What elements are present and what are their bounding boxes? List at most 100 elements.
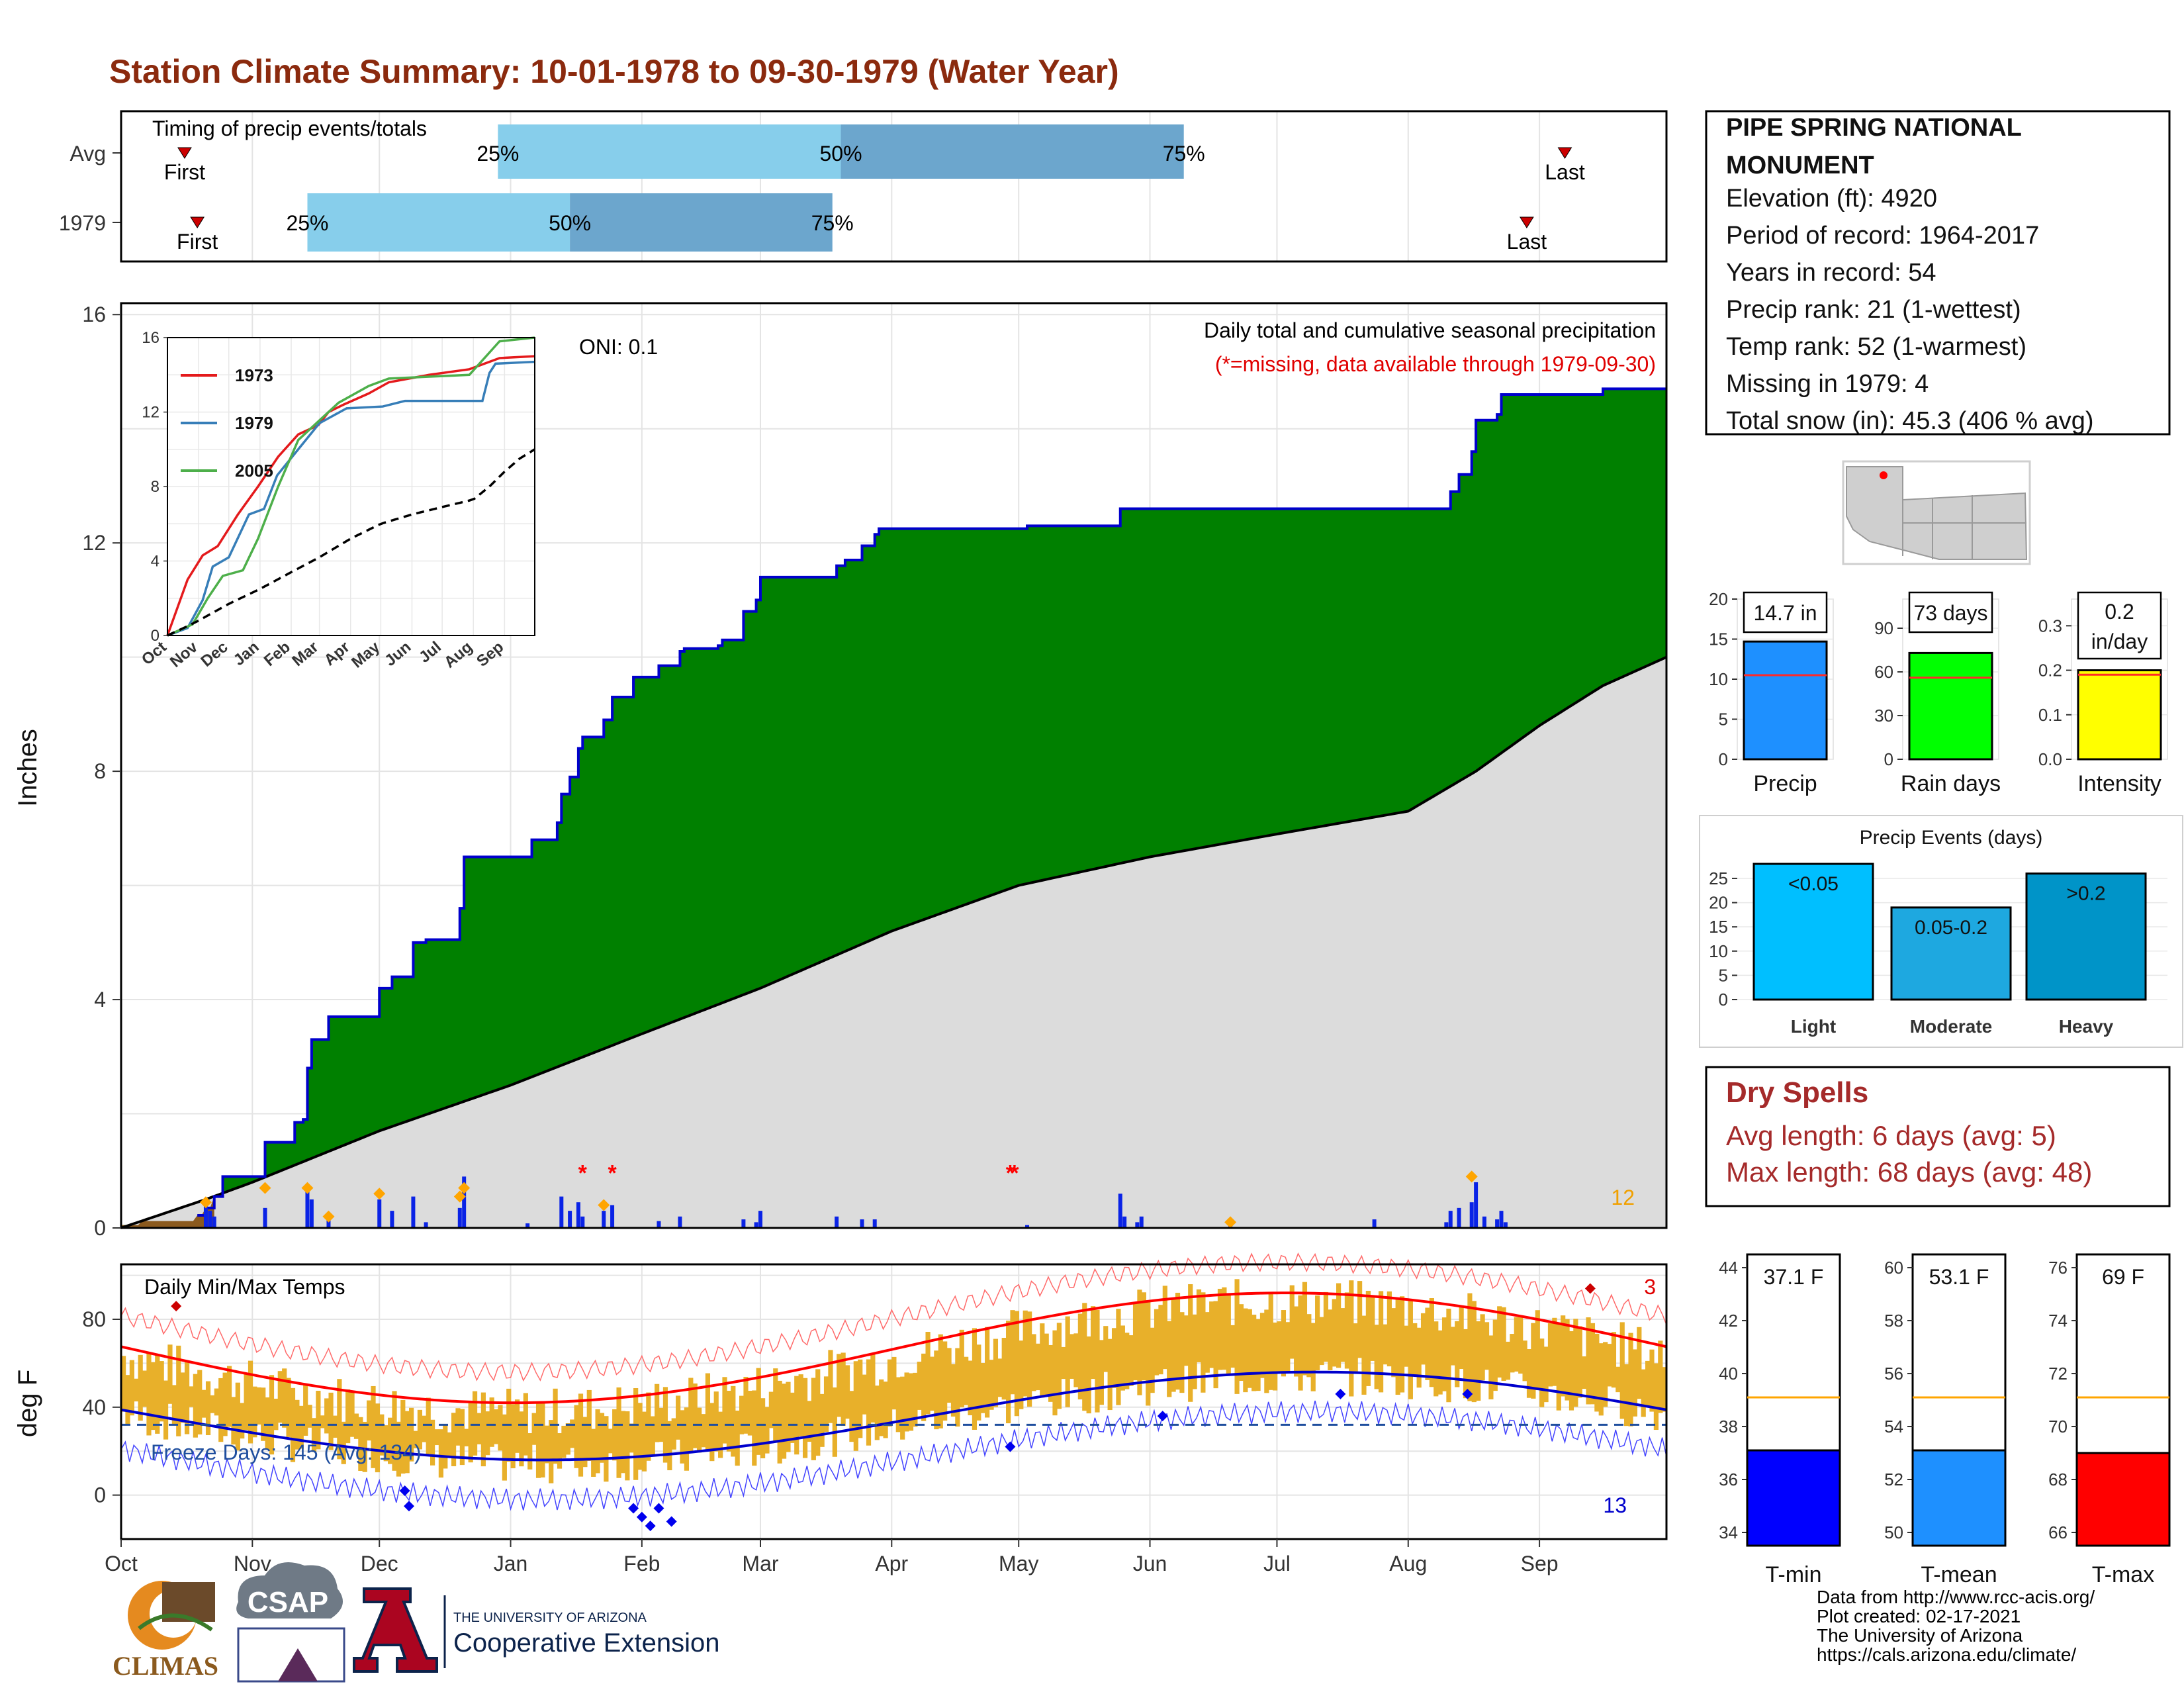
daily-temp-bar (1561, 1315, 1566, 1397)
daily-temp-bar (819, 1393, 825, 1447)
large-event-marker (301, 1182, 314, 1194)
precip-caption: Daily total and cumulative seasonal prec… (1204, 318, 1656, 342)
stat-ytick-label: 0 (1719, 749, 1728, 769)
record-low-marker (636, 1511, 647, 1523)
daily-temp-bar (731, 1385, 736, 1457)
daily-precip-bar (1135, 1222, 1140, 1228)
events-ytick-label: 25 (1709, 868, 1728, 888)
daily-temp-bar (1653, 1363, 1659, 1430)
daily-temp-bar (997, 1358, 1003, 1397)
daily-temp-bar (1425, 1307, 1430, 1380)
record-low-marker (1005, 1441, 1016, 1452)
first-event-marker (190, 216, 205, 228)
daily-temp-bar (1463, 1329, 1469, 1399)
daily-precip-bar (263, 1207, 267, 1228)
daily-temp-bar (849, 1391, 854, 1442)
daily-temp-bar (1162, 1286, 1167, 1370)
daily-temp-bar (1590, 1323, 1596, 1405)
daily-temp-bar (1167, 1321, 1172, 1397)
daily-temp-bar (1353, 1323, 1358, 1372)
stat-value-box (1743, 591, 1828, 633)
month-label: Jan (494, 1552, 528, 1575)
events-ytick-label: 20 (1709, 893, 1728, 913)
stat-ytick-label: 90 (1874, 618, 1893, 638)
daily-precip-bar (309, 1199, 314, 1228)
daily-temp-bar (1514, 1317, 1519, 1372)
record-low-marker (1462, 1388, 1473, 1399)
daily-temp-bar (1476, 1321, 1481, 1401)
temp-frame (120, 1263, 1668, 1540)
daily-temp-bar (468, 1403, 473, 1463)
temp-stat-bar-t-mean (1911, 1449, 2007, 1547)
daily-temp-bar (1510, 1334, 1515, 1373)
timing-bar-25-50 (498, 124, 841, 179)
average-cumulative-line (120, 655, 1667, 1229)
daily-temp-bar (307, 1405, 312, 1428)
daily-temp-bar (383, 1425, 388, 1462)
daily-temp-bar (1615, 1366, 1621, 1393)
daily-temp-bar (1645, 1360, 1651, 1406)
daily-temp-bar (1031, 1334, 1036, 1391)
daily-temp-bar (1455, 1321, 1460, 1387)
daily-temp-bar (794, 1376, 799, 1455)
daily-temp-bar (1298, 1295, 1303, 1391)
daily-temp-bar (811, 1378, 816, 1460)
daily-temp-bar (1619, 1322, 1625, 1419)
record-low-marker (1157, 1411, 1168, 1422)
csap-cloud (236, 1562, 343, 1618)
month-label: Feb (623, 1552, 660, 1575)
daily-temp-bar (464, 1429, 469, 1446)
precip-events-panel: Precip Events (days) 0 5 10 15 20 25 <0.05 Ligh… (1699, 815, 2183, 1048)
daily-temp-bar (726, 1391, 732, 1452)
daily-precip-bar (754, 1222, 758, 1228)
daily-temp-bar (908, 1373, 914, 1431)
daily-temp-bar (870, 1354, 876, 1423)
daily-temp-bar (1273, 1322, 1278, 1391)
last-event-marker (1519, 216, 1534, 228)
daily-temp-bar (777, 1380, 782, 1464)
daily-temp-bar (1035, 1343, 1041, 1391)
daily-temp-bar (1441, 1317, 1447, 1391)
daily-temp-bar (1040, 1323, 1045, 1398)
daily-temp-bar (1247, 1309, 1252, 1388)
daily-temp-bar (701, 1414, 706, 1448)
daily-temp-bar (1205, 1312, 1210, 1373)
inset-ytick-label: 12 (142, 404, 159, 422)
daily-precip-bar (424, 1222, 428, 1228)
daily-precip-bar (1444, 1222, 1449, 1228)
inset-xtick-label: Nov (167, 637, 202, 671)
daily-temp-bar (1251, 1315, 1257, 1391)
temp-stat-label: T-mean (1921, 1562, 1997, 1587)
inset-average-line (167, 448, 535, 637)
daily-temp-bar (379, 1414, 385, 1456)
temp-stat-ytick-label: 50 (1884, 1523, 1903, 1542)
stat-ytick-label: 0.3 (2038, 616, 2062, 635)
daily-temp-bar (341, 1421, 346, 1464)
month-label: Jun (1133, 1552, 1167, 1575)
events-category-label: Heavy (2059, 1016, 2114, 1037)
large-event-marker (1465, 1170, 1478, 1183)
inset-xtick-label: Apr (321, 638, 353, 669)
daily-temp-bar (1361, 1315, 1367, 1395)
last-label: Last (1545, 160, 1585, 184)
footer-line-3: The University of Arizona (1817, 1625, 2023, 1646)
daily-temp-bar (756, 1368, 761, 1455)
daily-temp-bar (502, 1414, 507, 1481)
daily-temp-bar (655, 1383, 660, 1442)
daily-temp-bar (180, 1372, 185, 1423)
daily-temp-bar (1328, 1309, 1333, 1370)
daily-temp-bar (1230, 1325, 1236, 1368)
footer-line-4: https://cals.arizona.edu/climate/ (1817, 1644, 2076, 1665)
daily-temp-bar (1336, 1283, 1342, 1368)
dry-spells-max: Max length: 68 days (avg: 48) (1726, 1156, 2092, 1188)
daily-temp-bar (874, 1385, 880, 1440)
daily-temp-bar (786, 1382, 791, 1452)
daily-temp-bar (142, 1370, 148, 1407)
daily-temp-bar (650, 1416, 655, 1456)
missing-note: (*=missing, data available through 1979-… (1215, 352, 1656, 376)
daily-temp-bar (337, 1379, 342, 1460)
temp-stats-charts: 34 36 38 40 42 44 37.1 F T-min 50 52 54 56 58 60 53.1 … (1719, 1253, 2171, 1587)
daily-temp-bar (985, 1327, 990, 1418)
daily-temp-bar (282, 1368, 287, 1428)
month-label: May (999, 1552, 1038, 1575)
